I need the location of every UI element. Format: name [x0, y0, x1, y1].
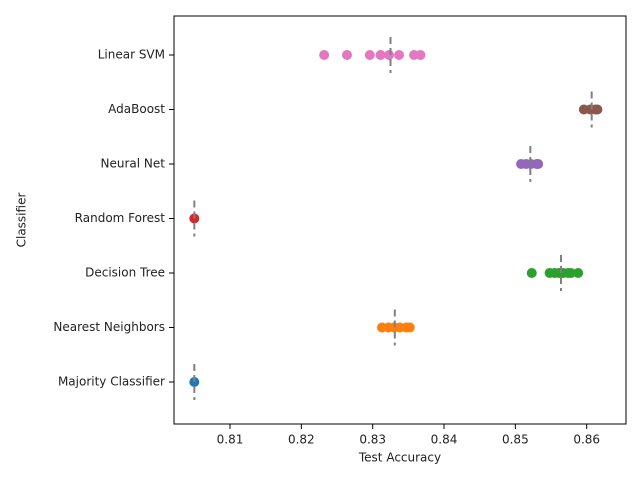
y-tick-label: Decision Tree [85, 266, 165, 280]
point [415, 50, 426, 60]
y-tick-label: Neural Net [101, 157, 166, 171]
x-tick-label: 0.83 [359, 433, 386, 447]
plot-frame [173, 15, 627, 425]
x-tick-label: 0.86 [573, 433, 600, 447]
y-tick-label: Majority Classifier [58, 375, 165, 389]
x-axis-label: Test Accuracy [358, 451, 441, 465]
point [364, 50, 375, 60]
point [533, 159, 544, 169]
point [404, 322, 415, 333]
x-tick-label: 0.82 [288, 433, 315, 447]
point [394, 50, 405, 60]
point [319, 50, 330, 60]
point [573, 268, 584, 278]
point [592, 104, 603, 115]
x-tick-label: 0.85 [502, 433, 529, 447]
point [565, 268, 576, 278]
y-tick-label: Nearest Neighbors [53, 320, 165, 334]
x-tick-label: 0.84 [431, 433, 458, 447]
x-tick-label: 0.81 [217, 433, 244, 447]
point [526, 268, 537, 278]
y-tick-label: AdaBoost [108, 102, 165, 116]
point [384, 50, 395, 60]
y-tick-label: Random Forest [75, 211, 166, 225]
point [341, 50, 352, 60]
point [375, 50, 386, 60]
y-axis-label: Classifier [15, 193, 29, 248]
y-tick-label: Linear SVM [98, 48, 165, 62]
